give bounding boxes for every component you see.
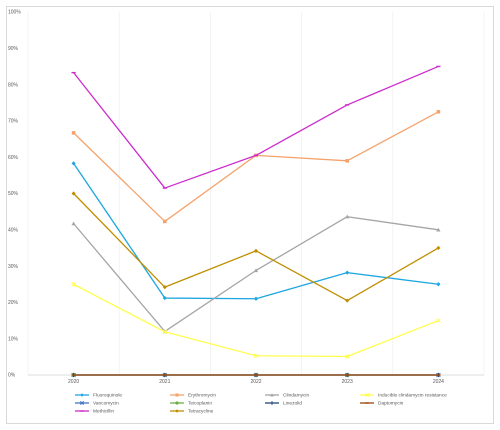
legend-swatch-marker	[80, 393, 84, 397]
x-tick-label: 2024	[433, 379, 444, 385]
x-tick-label: 2020	[68, 379, 79, 385]
legend-item-teicoplanin: Teicoplanin	[170, 401, 212, 407]
data-point	[253, 296, 259, 301]
legend-label: Methicillin	[93, 409, 114, 415]
legend-label: Inducible clindamycin resistance	[378, 393, 447, 399]
legend-item-linezolid: Linezolid	[265, 401, 302, 407]
legend-swatch-marker	[175, 409, 179, 413]
legend-item-fluoroquinole: Fluoroquinole	[75, 393, 122, 399]
series-inducible-clindamycin-resistance	[71, 281, 441, 359]
x-tick-label: 2022	[250, 379, 261, 385]
series-line-methicillin	[73, 65, 439, 189]
y-tick-label: 80%	[8, 82, 19, 88]
series-line-erythromycin	[73, 111, 439, 223]
data-point	[436, 318, 441, 323]
data-point	[71, 281, 76, 287]
data-point	[163, 219, 167, 224]
legend-swatch-marker	[175, 401, 179, 405]
y-tick-label: 10%	[8, 336, 19, 342]
legend-label: Tetracycline	[188, 409, 214, 415]
series-layer	[71, 65, 441, 378]
legend-swatch-marker	[364, 392, 370, 398]
data-point	[71, 221, 76, 226]
data-point	[253, 248, 259, 253]
series-line-tetracycline	[73, 193, 439, 302]
legend-label: Fluoroquinole	[93, 393, 122, 399]
y-tick-label: 20%	[8, 300, 19, 306]
data-point	[253, 353, 259, 359]
data-point	[436, 110, 441, 114]
legend-item-daptomycin: Daptomycin	[360, 401, 404, 407]
data-point	[345, 270, 350, 275]
axis-layer: 0% 10% 20% 30% 40% 50% 60% 70% 80% 90% 100% 2020 202…	[8, 10, 484, 385]
y-tick-label: 70%	[8, 119, 19, 125]
legend-label: Teicoplanin	[188, 401, 212, 407]
legend-label: Vancomycin	[93, 401, 119, 407]
data-point	[345, 159, 349, 163]
y-tick-label: 40%	[8, 228, 19, 234]
data-point	[71, 131, 76, 135]
series-erythromycin	[71, 110, 441, 224]
series-tetracycline	[71, 191, 441, 303]
data-point	[253, 268, 259, 273]
legend-swatch-marker	[270, 393, 274, 397]
legend: Fluoroquinole Erythromycin Clindamycin Indu…	[75, 393, 447, 415]
y-tick-label: 100%	[8, 10, 21, 16]
x-tick-label: 2023	[342, 379, 353, 385]
y-tick-label: 60%	[8, 155, 19, 161]
y-tick-label: 50%	[8, 191, 19, 197]
data-point	[162, 285, 167, 290]
data-point	[344, 354, 350, 359]
data-point	[345, 214, 350, 219]
data-point	[436, 245, 441, 251]
legend-item-inducible-clindamycin-resistance: Inducible clindamycin resistance	[360, 393, 447, 399]
legend-item-tetracycline: Tetracycline	[170, 409, 214, 415]
legend-label: Erythromycin	[188, 393, 216, 399]
legend-swatch-marker	[79, 400, 85, 406]
legend-label: Daptomycin	[378, 401, 404, 407]
legend-item-vancomycin: Vancomycin	[75, 401, 119, 407]
legend-swatch-marker	[175, 393, 179, 397]
legend-item-clindamycin: Clindamycin	[265, 393, 309, 399]
data-point	[436, 282, 441, 287]
x-tick-label: 2021	[159, 379, 170, 385]
legend-label: Clindamycin	[283, 393, 309, 399]
series-line-inducible-clindamycin-resistance	[73, 283, 439, 358]
data-point	[162, 329, 168, 335]
y-tick-label: 30%	[8, 264, 19, 270]
legend-item-erythromycin: Erythromycin	[170, 393, 216, 399]
y-tick-label: 90%	[8, 46, 19, 52]
data-point	[71, 191, 76, 196]
series-clindamycin	[71, 214, 441, 334]
series-methicillin	[71, 65, 441, 189]
grid-layer	[27, 12, 485, 375]
legend-swatch-marker	[270, 401, 274, 405]
series-line-clindamycin	[73, 216, 439, 333]
data-point	[345, 298, 350, 303]
data-point	[162, 295, 167, 301]
data-point	[71, 161, 76, 166]
legend-item-methicillin: Methicillin	[75, 409, 114, 415]
y-tick-label: 0%	[8, 373, 16, 379]
series-line-fluoroquinole	[73, 163, 439, 300]
data-point	[436, 227, 441, 232]
legend-label: Linezolid	[283, 401, 302, 407]
series-fluoroquinole	[71, 161, 441, 301]
